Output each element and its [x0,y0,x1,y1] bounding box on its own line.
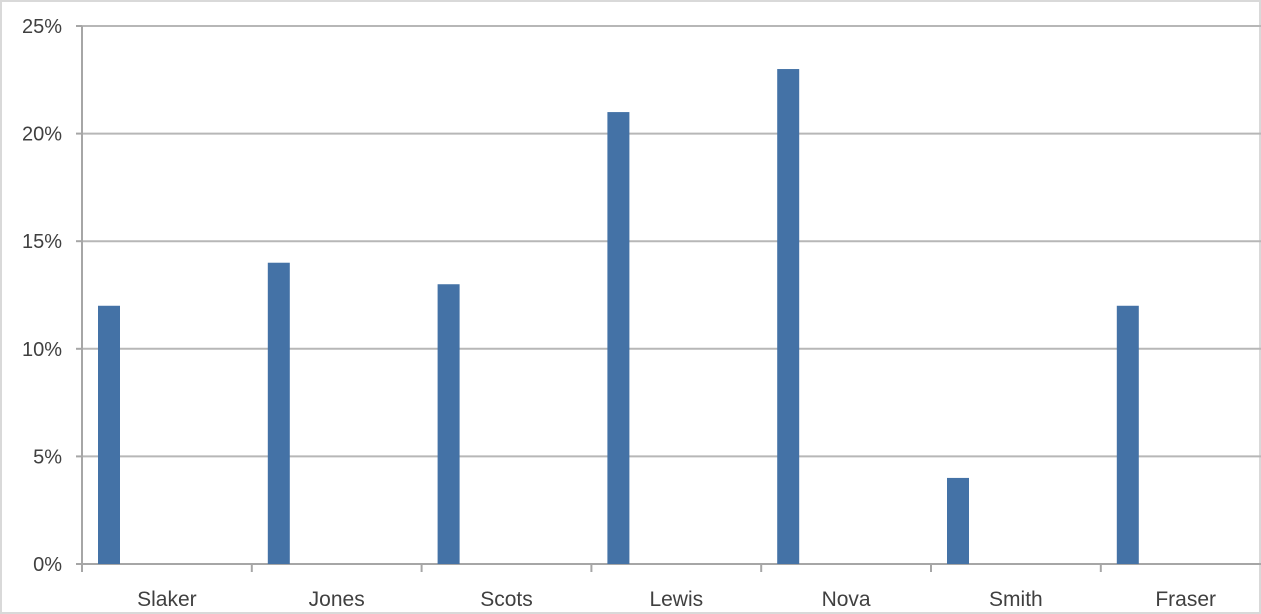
bar-slaker [98,305,120,564]
y-tick-label: 5% [33,446,62,468]
y-axis-labels: 0% 5% 10% 15% 20% 25% [22,16,62,576]
bar-smith [947,477,969,564]
y-tick-label: 20% [22,124,62,146]
y-tick-label: 0% [33,554,62,576]
bar-fraser [1116,305,1139,564]
x-axis-labels: Slaker Jones Scots Lewis Nova Smith Fraser [137,588,1216,611]
bars [98,69,1139,564]
bar-scots [437,284,460,564]
x-tick-label: Smith [989,588,1043,611]
y-tick-label: 10% [22,339,62,361]
x-tick-label: Jones [309,588,365,611]
x-tick-label: Fraser [1155,588,1216,611]
axes [76,25,1261,572]
bar-nova [777,69,800,564]
y-tick-label: 25% [22,16,62,38]
x-tick-label: Slaker [137,588,197,611]
gridlines [82,25,1261,458]
x-tick-label: Scots [480,588,533,611]
bar-jones [267,262,290,564]
y-tick-label: 15% [22,231,62,253]
x-tick-label: Lewis [649,588,703,611]
bar-lewis [607,112,630,564]
x-tick-label: Nova [822,588,871,611]
